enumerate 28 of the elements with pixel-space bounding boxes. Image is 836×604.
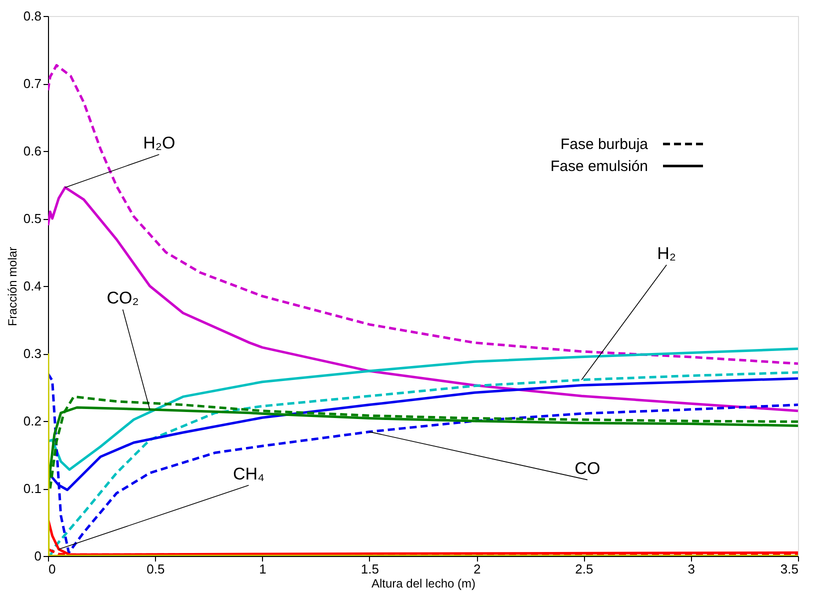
- x-tick-label: 2.5: [575, 562, 594, 576]
- y-tick-label: 0.8: [23, 8, 42, 24]
- y-tick-label: 0.1: [23, 481, 42, 496]
- line-series: [48, 186, 798, 412]
- annotation: Fase emulsión: [550, 158, 648, 175]
- x-tick-label: 3: [688, 562, 695, 576]
- x-tick-label: 0.5: [146, 562, 165, 576]
- x-tick-label: 2: [473, 562, 481, 576]
- y-tick-label: 0.3: [23, 346, 42, 361]
- x-axis-title: Altura del lecho (m): [371, 576, 476, 590]
- y-tick-label: 0.2: [23, 414, 42, 428]
- annotation: CO: [574, 458, 600, 478]
- annotation: H₂: [657, 244, 676, 263]
- y-tick-label: 0.5: [23, 211, 42, 226]
- x-tick-label: 0: [48, 562, 56, 576]
- y-tick-label: 0.7: [23, 76, 42, 91]
- x-tick-label: 1.5: [360, 562, 379, 576]
- annotation: Fase burbuja: [560, 136, 649, 153]
- y-tick-label: 0.6: [23, 144, 42, 158]
- annotation: CO₂: [106, 288, 139, 308]
- x-tick-label: 1: [259, 562, 266, 576]
- x-tick-label: 3.5: [780, 562, 798, 576]
- y-tick-label: 0: [34, 548, 42, 564]
- annotation: CH₄: [232, 464, 265, 484]
- annotation: H₂O: [143, 133, 176, 152]
- y-axis-title: Fracción molar: [5, 246, 20, 326]
- y-tick-label: 0.4: [23, 278, 42, 294]
- line-series: [48, 64, 798, 365]
